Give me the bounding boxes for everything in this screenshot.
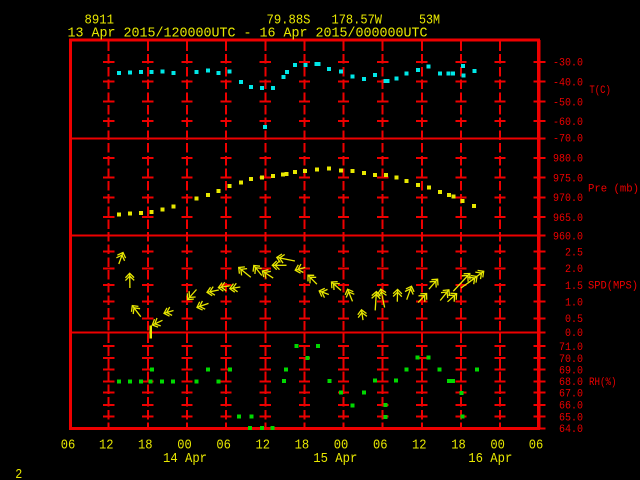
svg-text:12: 12 [412, 437, 427, 453]
svg-text:66.0: 66.0 [559, 401, 583, 413]
svg-text:RH(%): RH(%) [589, 377, 617, 389]
svg-text:06: 06 [529, 437, 544, 453]
svg-text:-70.0: -70.0 [553, 134, 583, 146]
svg-text:1.0: 1.0 [565, 297, 583, 309]
svg-text:00: 00 [490, 437, 505, 453]
svg-text:70.0: 70.0 [559, 354, 583, 366]
svg-text:2.0: 2.0 [565, 264, 583, 276]
svg-text:0.0: 0.0 [565, 328, 583, 340]
svg-text:12: 12 [99, 437, 114, 453]
svg-text:2: 2 [15, 467, 22, 480]
svg-text:71.0: 71.0 [559, 342, 583, 354]
svg-text:975.0: 975.0 [553, 173, 583, 185]
svg-text:06: 06 [216, 437, 231, 453]
svg-text:53M: 53M [419, 13, 440, 29]
svg-text:18: 18 [138, 437, 153, 453]
svg-text:T(C): T(C) [589, 85, 611, 97]
svg-text:06: 06 [61, 437, 76, 453]
svg-text:18: 18 [451, 437, 466, 453]
svg-text:970.0: 970.0 [553, 193, 583, 205]
svg-text:-40.0: -40.0 [553, 78, 583, 90]
svg-text:960.0: 960.0 [553, 231, 583, 243]
svg-text:13 Apr 2015/120000UTC - 16 Apr: 13 Apr 2015/120000UTC - 16 Apr 2015/0000… [68, 26, 428, 42]
svg-text:178.57W: 178.57W [332, 13, 383, 29]
svg-text:8911: 8911 [85, 13, 115, 29]
svg-text:65.0: 65.0 [559, 412, 583, 424]
svg-text:15 Apr: 15 Apr [313, 451, 357, 467]
svg-text:18: 18 [295, 437, 310, 453]
svg-text:16 Apr: 16 Apr [468, 451, 512, 467]
svg-text:06: 06 [373, 437, 388, 453]
svg-text:1.5: 1.5 [565, 281, 583, 293]
svg-text:00: 00 [334, 437, 349, 453]
svg-text:68.0: 68.0 [559, 377, 583, 389]
svg-text:980.0: 980.0 [553, 154, 583, 166]
svg-text:12: 12 [256, 437, 271, 453]
svg-text:965.0: 965.0 [553, 213, 583, 225]
svg-text:-50.0: -50.0 [553, 97, 583, 109]
svg-text:2.5: 2.5 [565, 247, 583, 259]
svg-text:Pre (mb): Pre (mb) [588, 183, 639, 195]
svg-text:64.0: 64.0 [559, 424, 583, 436]
svg-text:14 Apr: 14 Apr [163, 451, 207, 467]
svg-text:-60.0: -60.0 [553, 117, 583, 129]
svg-text:-30.0: -30.0 [553, 58, 583, 70]
svg-text:67.0: 67.0 [559, 389, 583, 401]
svg-text:SPD(MPS): SPD(MPS) [588, 281, 638, 293]
svg-text:00: 00 [177, 437, 192, 453]
svg-text:0.5: 0.5 [565, 314, 583, 326]
svg-text:69.0: 69.0 [559, 365, 583, 377]
svg-text:79.88S: 79.88S [267, 13, 311, 29]
